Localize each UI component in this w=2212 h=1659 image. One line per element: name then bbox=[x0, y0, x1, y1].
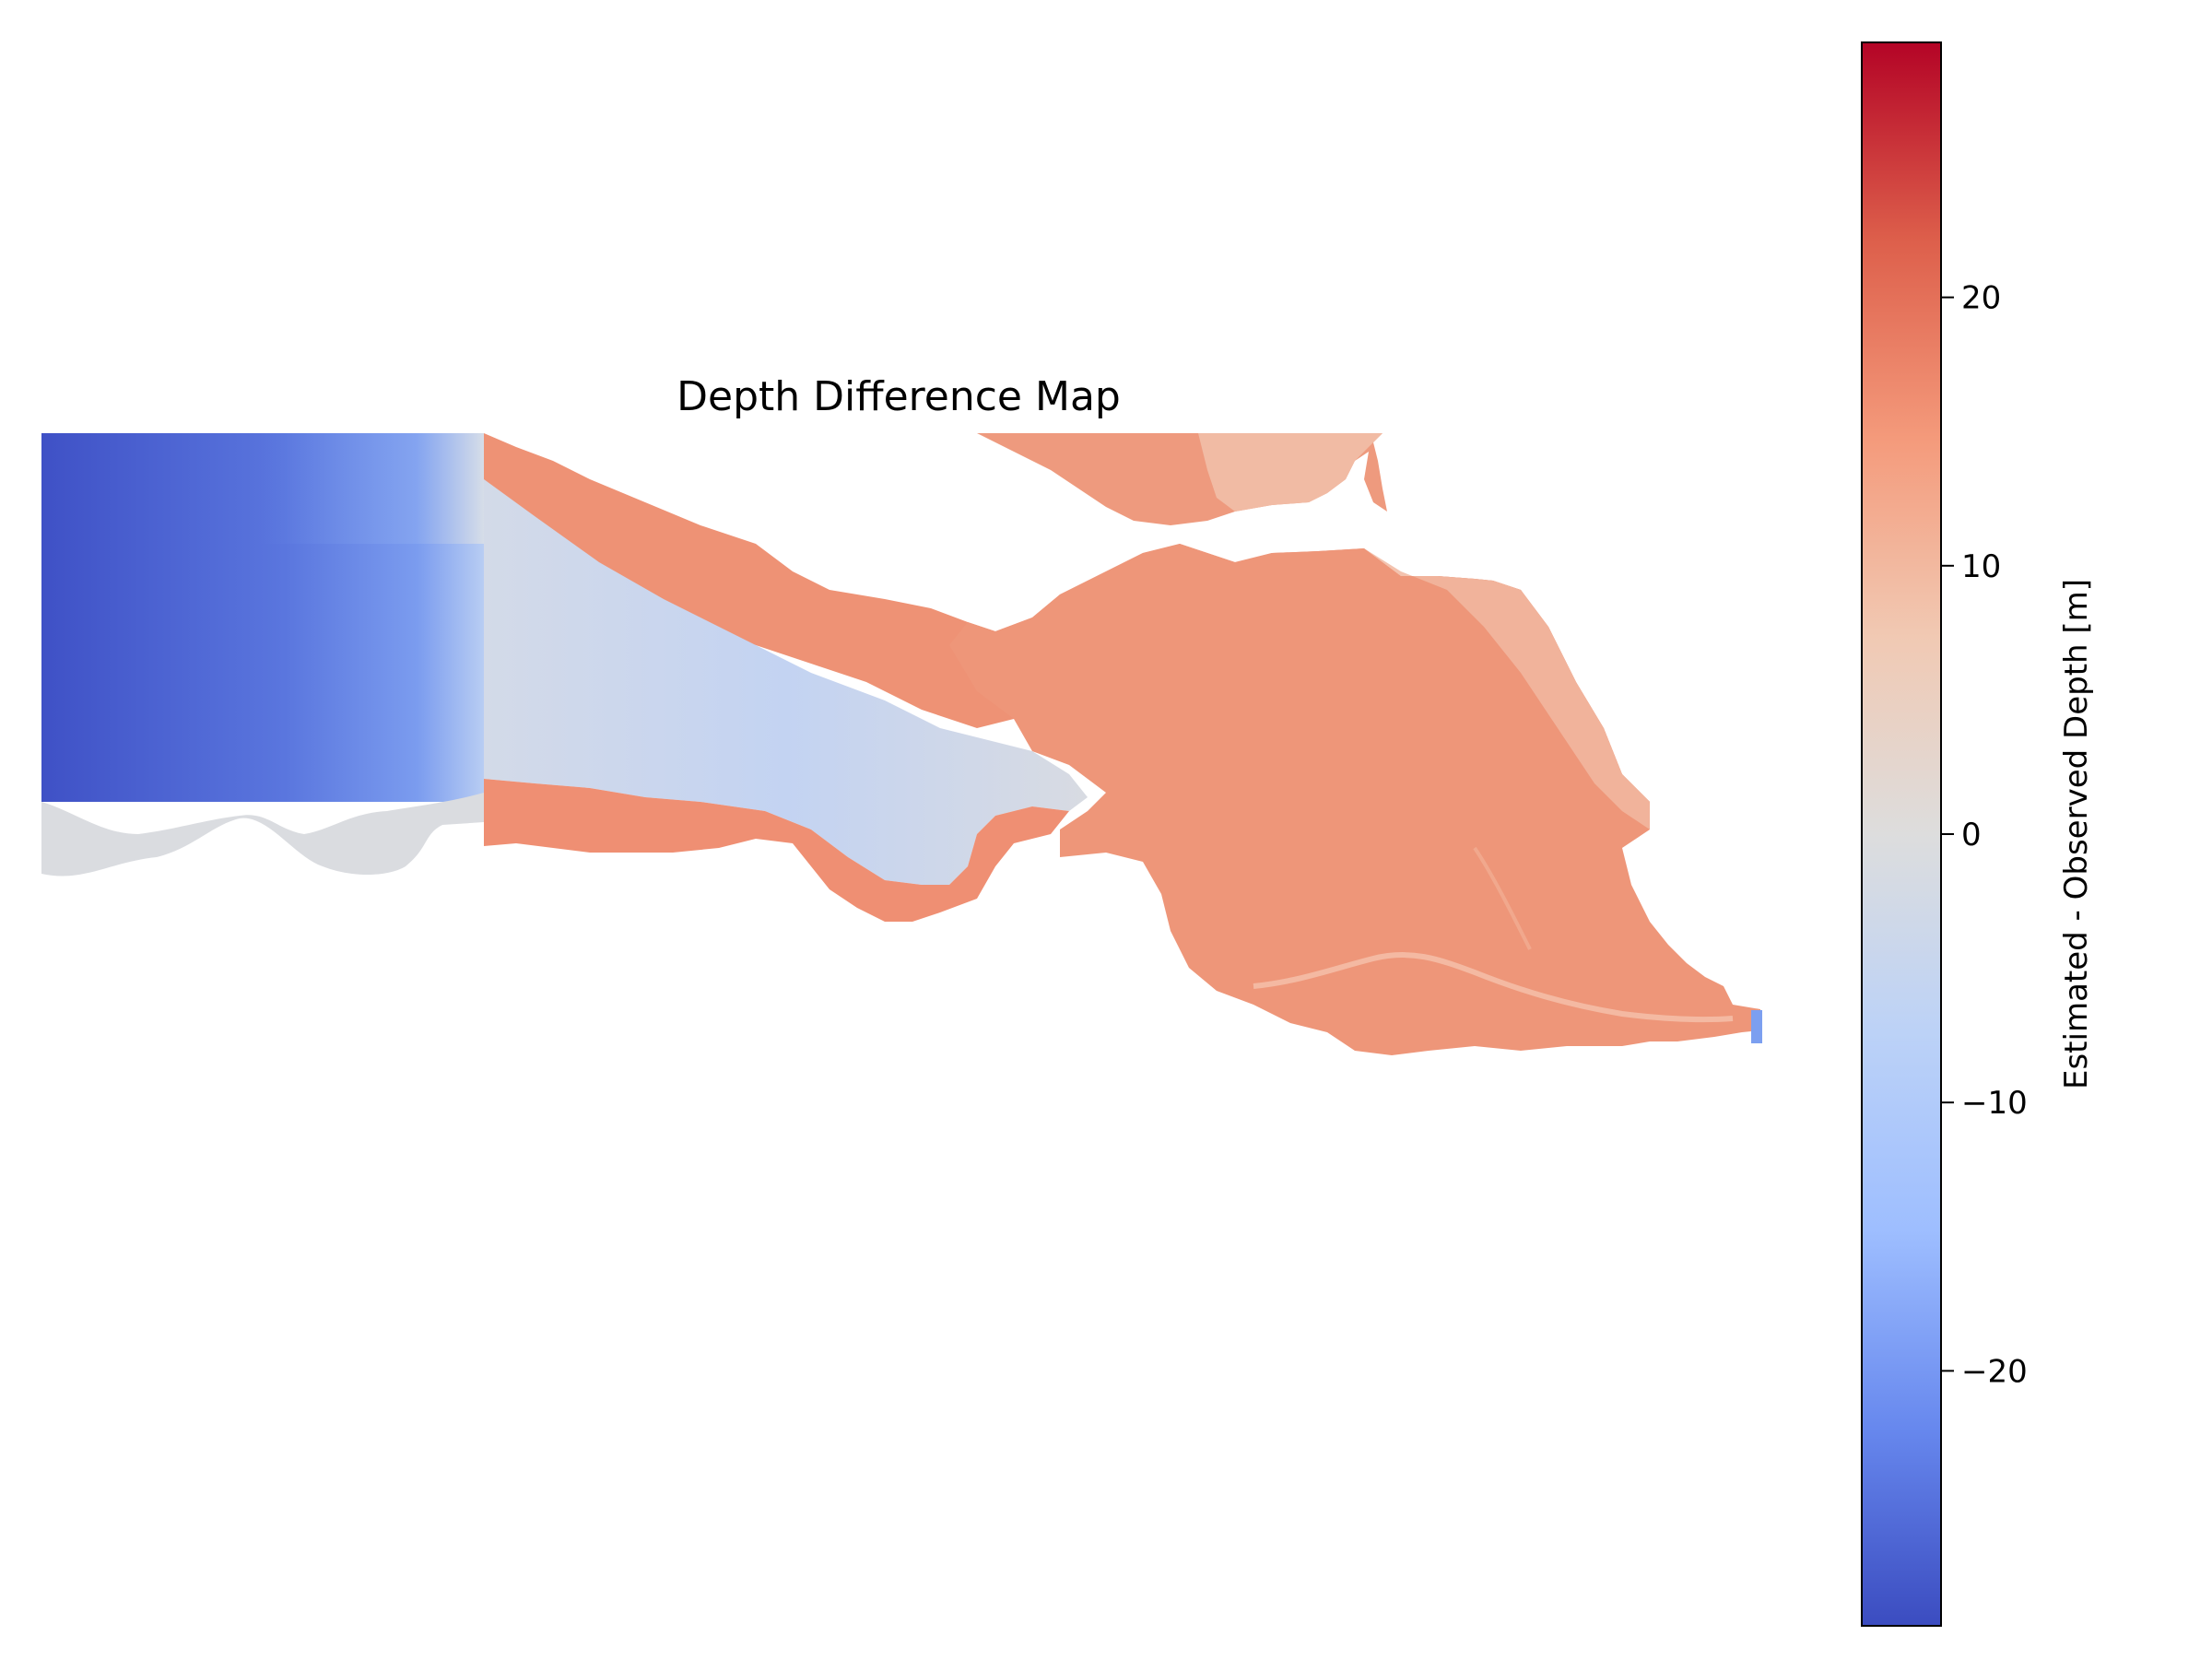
map-region-inner-channel-line-2 bbox=[1473, 846, 1532, 950]
colorbar-tick-label: 0 bbox=[1961, 817, 1982, 853]
map-region-east-tip bbox=[1751, 1010, 1762, 1043]
map-region-east-light-patch bbox=[1364, 548, 1650, 830]
colorbar-ticks: 20 10 0 −10 −20 bbox=[1941, 280, 2028, 1390]
colorbar-tick-label: 10 bbox=[1961, 548, 2001, 585]
map-region-west-fringe bbox=[41, 793, 484, 877]
colorbar-label: Estimated - Observed Depth [m] bbox=[2058, 579, 2095, 1089]
colorbar-tick-label: −20 bbox=[1961, 1353, 2028, 1390]
map-plot-area bbox=[41, 433, 1762, 1055]
map-region-west-top-fade bbox=[258, 433, 484, 544]
map-region-south-bank bbox=[484, 779, 1069, 922]
map-region-inner-channel-line bbox=[1253, 951, 1734, 1023]
colorbar-gradient bbox=[1861, 41, 1942, 1627]
map-region-north-island-light bbox=[1198, 433, 1382, 512]
colorbar: 20 10 0 −10 −20 Estimated - Observed Depth [… bbox=[1861, 41, 2095, 1627]
colorbar-tick-label: −10 bbox=[1961, 1085, 2028, 1122]
map-title: Depth Difference Map bbox=[677, 373, 1121, 420]
colorbar-tick-label: 20 bbox=[1961, 280, 2001, 317]
map-region-channel bbox=[484, 479, 1088, 885]
